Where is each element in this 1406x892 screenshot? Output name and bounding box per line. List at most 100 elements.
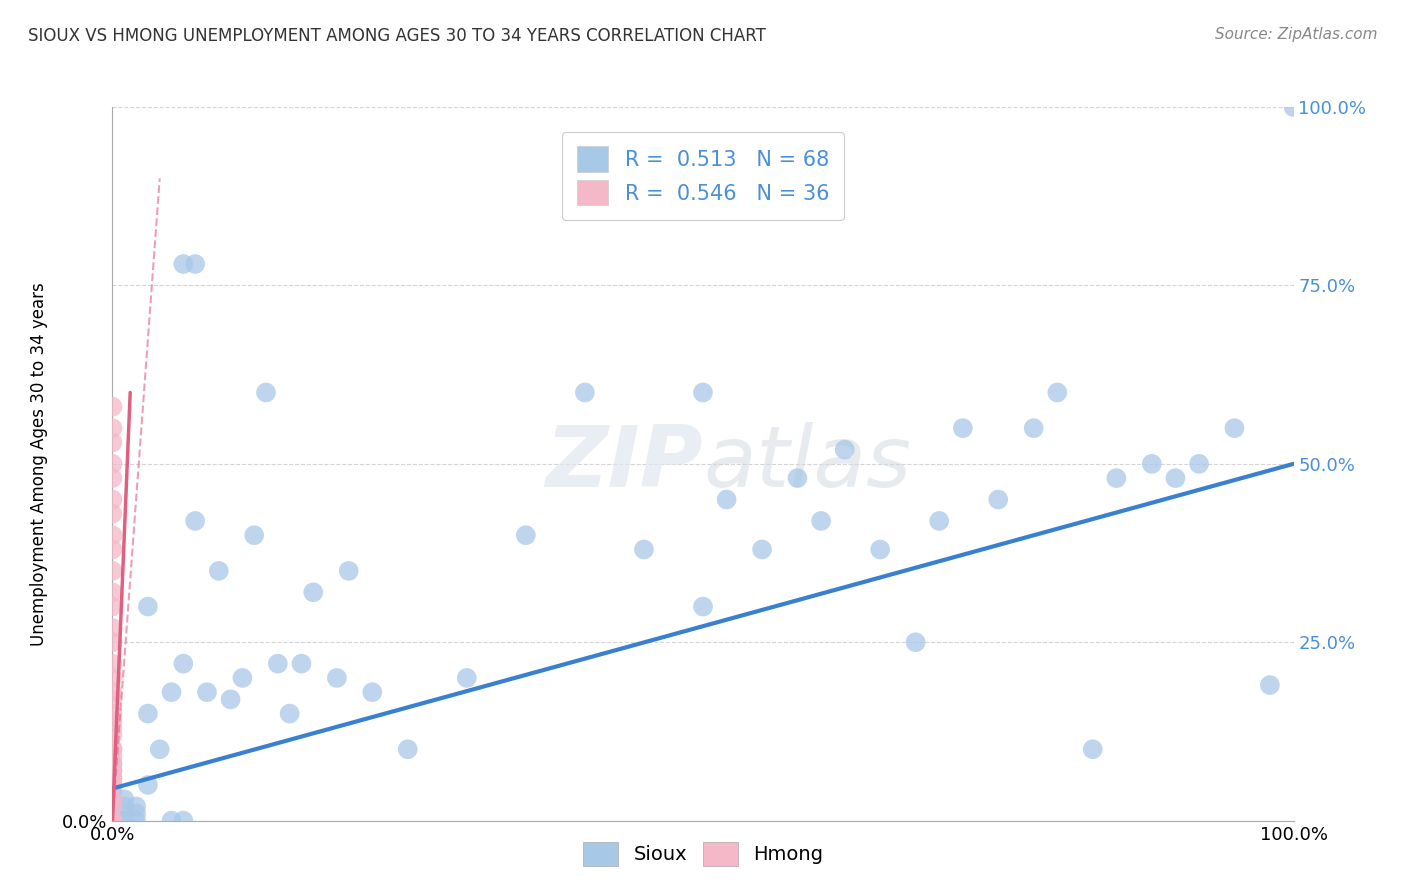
Point <box>751 542 773 557</box>
Point <box>101 714 124 728</box>
Point <box>101 814 124 828</box>
Point <box>125 799 148 814</box>
Point <box>101 771 124 785</box>
Point <box>101 621 124 635</box>
Point <box>101 435 124 450</box>
Point <box>101 764 124 778</box>
Point <box>101 457 124 471</box>
Point <box>786 471 808 485</box>
Point <box>101 792 124 806</box>
Point <box>337 564 360 578</box>
Point <box>219 692 242 706</box>
Point <box>1022 421 1045 435</box>
Point <box>101 721 124 735</box>
Point <box>101 814 124 828</box>
Point <box>101 785 124 799</box>
Point <box>101 507 124 521</box>
Point <box>136 778 159 792</box>
Text: ZIP: ZIP <box>546 422 703 506</box>
Point <box>101 806 124 821</box>
Point <box>101 685 124 699</box>
Point <box>160 814 183 828</box>
Point <box>101 706 124 721</box>
Point <box>101 742 124 756</box>
Point <box>810 514 832 528</box>
Point <box>184 257 207 271</box>
Point <box>101 814 124 828</box>
Point <box>952 421 974 435</box>
Point <box>172 257 194 271</box>
Point <box>101 599 124 614</box>
Point <box>101 778 124 792</box>
Point <box>456 671 478 685</box>
Point <box>112 792 135 806</box>
Point <box>716 492 738 507</box>
Point <box>101 400 124 414</box>
Point <box>101 814 124 828</box>
Point <box>101 585 124 599</box>
Point <box>101 778 124 792</box>
Point <box>172 657 194 671</box>
Point <box>1046 385 1069 400</box>
Point <box>692 599 714 614</box>
Point <box>515 528 537 542</box>
Point <box>1081 742 1104 756</box>
Point <box>1164 471 1187 485</box>
Point <box>195 685 218 699</box>
Point <box>101 764 124 778</box>
Point <box>101 742 124 756</box>
Point <box>112 814 135 828</box>
Point <box>231 671 253 685</box>
Point <box>125 814 148 828</box>
Point <box>692 385 714 400</box>
Point <box>172 814 194 828</box>
Point <box>101 756 124 771</box>
Point <box>125 806 148 821</box>
Point <box>101 749 124 764</box>
Point <box>834 442 856 457</box>
Point <box>904 635 927 649</box>
Point <box>101 421 124 435</box>
Point <box>633 542 655 557</box>
Point <box>101 814 124 828</box>
Point <box>101 799 124 814</box>
Point <box>101 814 124 828</box>
Point <box>1105 471 1128 485</box>
Text: Source: ZipAtlas.com: Source: ZipAtlas.com <box>1215 27 1378 42</box>
Point <box>149 742 172 756</box>
Point <box>101 657 124 671</box>
Point <box>136 599 159 614</box>
Point <box>326 671 349 685</box>
Point <box>1188 457 1211 471</box>
Point <box>267 657 290 671</box>
Point <box>1140 457 1163 471</box>
Legend: R =  0.513   N = 68, R =  0.546   N = 36: R = 0.513 N = 68, R = 0.546 N = 36 <box>562 132 844 220</box>
Point <box>101 799 124 814</box>
Point <box>928 514 950 528</box>
Point <box>361 685 384 699</box>
Point <box>1258 678 1281 692</box>
Point <box>101 692 124 706</box>
Legend: Sioux, Hmong: Sioux, Hmong <box>575 834 831 873</box>
Point <box>869 542 891 557</box>
Point <box>101 492 124 507</box>
Point <box>1223 421 1246 435</box>
Point <box>101 528 124 542</box>
Point <box>278 706 301 721</box>
Point <box>396 742 419 756</box>
Point <box>112 806 135 821</box>
Point <box>101 792 124 806</box>
Point <box>574 385 596 400</box>
Point <box>160 685 183 699</box>
Point <box>101 771 124 785</box>
Text: atlas: atlas <box>703 422 911 506</box>
Point <box>101 635 124 649</box>
Point <box>136 706 159 721</box>
Y-axis label: Unemployment Among Ages 30 to 34 years: Unemployment Among Ages 30 to 34 years <box>31 282 48 646</box>
Point <box>101 671 124 685</box>
Point <box>1282 100 1305 114</box>
Point <box>101 542 124 557</box>
Point <box>184 514 207 528</box>
Point <box>101 471 124 485</box>
Point <box>254 385 277 400</box>
